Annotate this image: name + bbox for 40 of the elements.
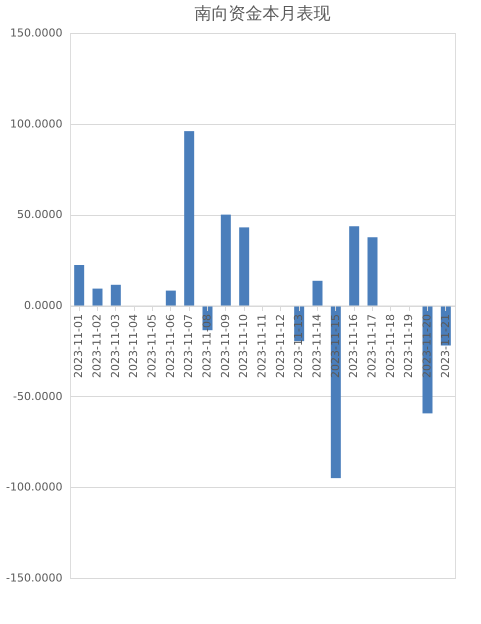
x-tick-label: 2023-11-01 — [72, 314, 86, 378]
x-tick-label: 2023-11-20 — [420, 314, 434, 378]
bar — [349, 226, 360, 306]
y-tick-label: -50.0000 — [13, 390, 62, 403]
x-tick-label: 2023-11-09 — [218, 314, 232, 378]
y-tick-label: 0.0000 — [24, 299, 62, 312]
bar — [92, 288, 102, 306]
bar — [166, 290, 176, 306]
x-tick-label: 2023-11-19 — [402, 314, 416, 378]
y-tick-label: 50.0000 — [17, 208, 62, 222]
x-tick-label: 2023-11-08 — [200, 314, 214, 378]
x-tick-label: 2023-11-15 — [328, 314, 342, 378]
bar — [220, 214, 231, 306]
x-tick-label: 2023-11-10 — [237, 314, 250, 378]
y-tick-label: -150.0000 — [6, 572, 62, 584]
x-tick-label: 2023-11-16 — [347, 314, 360, 378]
y-tick-label: -100.0000 — [6, 480, 62, 494]
y-tick-label: 150.0000 — [10, 26, 62, 40]
bar — [368, 237, 378, 306]
x-tick-label: 2023-11-06 — [164, 314, 177, 378]
bar — [110, 284, 121, 306]
bar — [312, 280, 322, 306]
bar — [74, 264, 84, 306]
x-tick-label: 2023-11-05 — [146, 314, 158, 378]
x-tick-label: 2023-11-07 — [182, 314, 196, 378]
x-tick-label: 2023-11-18 — [384, 314, 397, 378]
bar — [239, 227, 250, 306]
bar — [330, 306, 341, 478]
x-tick-label: 2023-11-17 — [366, 314, 378, 378]
x-tick-label: 2023-11-12 — [274, 314, 287, 378]
chart-title: 南向资金本月表现 — [194, 4, 330, 24]
y-tick-label: 100.0000 — [10, 117, 62, 130]
x-tick-label: 2023-11-11 — [256, 314, 268, 378]
x-tick-label: 2023-11-14 — [310, 314, 324, 378]
x-tick-label: 2023-11-02 — [90, 314, 104, 378]
x-tick-label: 2023-11-03 — [108, 314, 122, 378]
x-tick-label: 2023-11-21 — [438, 314, 452, 378]
x-tick-label: 2023-11-04 — [127, 314, 140, 378]
bar — [184, 131, 194, 306]
x-tick-label: 2023-11-13 — [292, 314, 306, 378]
